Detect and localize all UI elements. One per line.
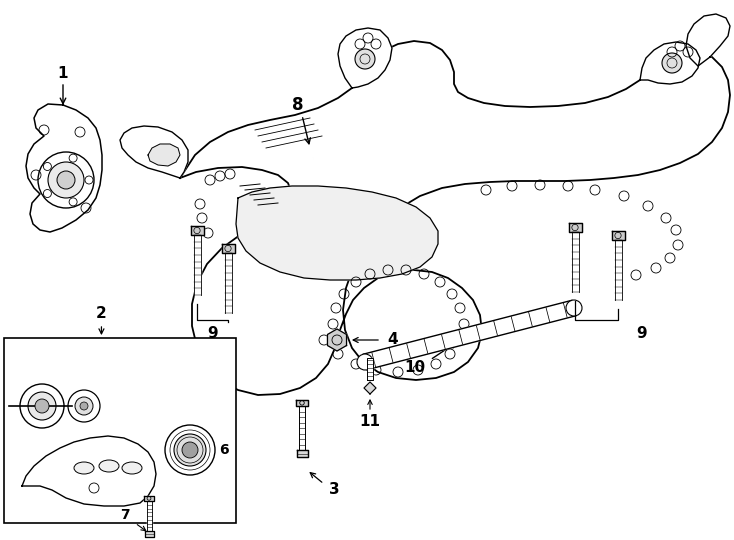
Circle shape	[182, 442, 198, 458]
Polygon shape	[640, 42, 700, 84]
Circle shape	[165, 425, 215, 475]
Text: 6: 6	[219, 443, 229, 457]
Text: 1: 1	[58, 66, 68, 82]
Circle shape	[662, 53, 682, 73]
Polygon shape	[614, 240, 622, 300]
Polygon shape	[147, 501, 151, 531]
Ellipse shape	[99, 460, 119, 472]
Polygon shape	[191, 226, 203, 235]
Circle shape	[20, 384, 64, 428]
Polygon shape	[338, 28, 392, 88]
Circle shape	[75, 397, 93, 415]
Text: 9: 9	[636, 327, 647, 341]
Polygon shape	[26, 104, 102, 232]
Polygon shape	[297, 450, 308, 457]
Polygon shape	[327, 329, 346, 351]
Circle shape	[355, 49, 375, 69]
Circle shape	[28, 392, 56, 420]
Polygon shape	[611, 231, 625, 240]
Polygon shape	[572, 232, 578, 292]
Polygon shape	[299, 406, 305, 450]
Text: 3: 3	[329, 483, 339, 497]
Ellipse shape	[122, 462, 142, 474]
Polygon shape	[144, 496, 154, 501]
Text: 11: 11	[360, 415, 380, 429]
Circle shape	[174, 434, 206, 466]
Polygon shape	[145, 531, 153, 537]
Circle shape	[43, 190, 51, 198]
Polygon shape	[148, 144, 180, 166]
Circle shape	[38, 152, 94, 208]
Text: 9: 9	[208, 327, 218, 341]
Circle shape	[35, 399, 49, 413]
Circle shape	[357, 354, 373, 370]
Circle shape	[48, 162, 84, 198]
Polygon shape	[363, 300, 576, 370]
Circle shape	[57, 171, 75, 189]
Polygon shape	[194, 235, 200, 295]
Circle shape	[43, 163, 51, 171]
Text: 2: 2	[96, 307, 107, 321]
Ellipse shape	[74, 462, 94, 474]
Text: 5: 5	[0, 399, 1, 413]
Polygon shape	[225, 253, 231, 313]
Polygon shape	[686, 14, 730, 66]
Polygon shape	[222, 244, 234, 253]
Polygon shape	[367, 358, 373, 380]
Circle shape	[69, 154, 77, 162]
Polygon shape	[569, 223, 581, 232]
Polygon shape	[296, 400, 308, 406]
Circle shape	[68, 390, 100, 422]
Circle shape	[80, 402, 88, 410]
Polygon shape	[120, 126, 188, 178]
Polygon shape	[22, 436, 156, 506]
Text: 8: 8	[292, 96, 304, 114]
Polygon shape	[236, 186, 438, 280]
Circle shape	[566, 300, 582, 316]
Circle shape	[85, 176, 93, 184]
Bar	[4, 338, 236, 523]
Polygon shape	[180, 41, 730, 395]
Text: 7: 7	[120, 508, 130, 522]
Polygon shape	[364, 382, 376, 394]
Text: 10: 10	[404, 361, 426, 375]
Circle shape	[69, 198, 77, 206]
Text: 4: 4	[388, 333, 399, 348]
